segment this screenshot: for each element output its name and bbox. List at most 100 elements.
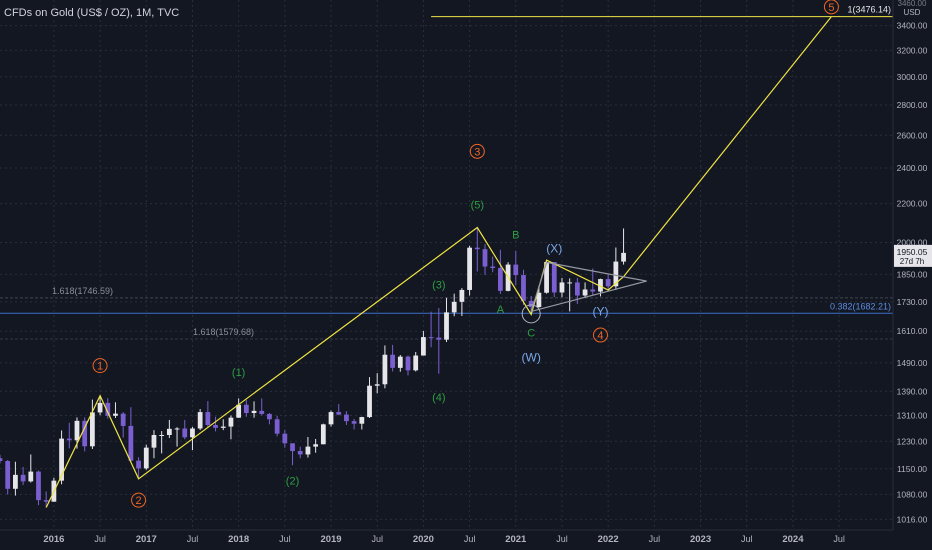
time-tick-label: 2022: [598, 534, 619, 545]
wave-label: C: [527, 327, 535, 339]
wave-label: B: [512, 229, 519, 241]
candle-body: [159, 435, 165, 437]
fib-level-label: 0.382(1682.21): [830, 301, 891, 311]
candle-body: [498, 268, 503, 291]
time-axis[interactable]: 2016 Jul 2017 Jul 2018 Jul 2019 Jul 2020 Jul 2021 J…: [0, 529, 893, 545]
time-tick-label: Jul: [741, 534, 753, 544]
candle-body: [344, 414, 349, 422]
candle-body: [467, 247, 472, 290]
price-tick-label: 2800.00: [897, 100, 928, 110]
candle-body: [290, 443, 295, 452]
fib-level-label: 1.618(1579.68): [193, 327, 254, 337]
candle-body: [336, 412, 342, 415]
wave-labels: 1 2 3 4 5 (1) (2) (3) (4) (5) A B C (X) (Y) (W): [92, 0, 839, 508]
price-axis-clipped-label: 3460.00: [898, 0, 927, 8]
time-tick-label: Jul: [833, 534, 845, 544]
candle-body: [236, 404, 242, 418]
candle-body: [613, 261, 619, 287]
wave-label: (3): [432, 279, 445, 291]
candle-body: [382, 354, 388, 385]
wave-label: 5: [828, 2, 834, 14]
candle-body: [120, 413, 126, 426]
price-tick-label: 2200.00: [897, 199, 928, 209]
candle-body: [421, 337, 426, 356]
candle-body: [551, 262, 557, 293]
candle-body: [390, 354, 395, 368]
candle-body: [13, 474, 18, 489]
candle-body: [405, 356, 411, 371]
price-tick-label: 1310.00: [897, 411, 928, 421]
candle-body: [5, 461, 11, 489]
time-tick-label: Jul: [464, 534, 476, 544]
candle-body: [351, 421, 357, 424]
candle-body: [251, 410, 257, 414]
candle-body: [182, 428, 188, 438]
price-tick-label: 1230.00: [897, 436, 928, 446]
candle-body: [536, 292, 542, 308]
candle-body: [428, 337, 434, 339]
grid: [0, 0, 893, 530]
candle-body: [590, 289, 596, 292]
candle-body: [367, 385, 372, 418]
wave-label-circle: [92, 358, 108, 374]
candle-body: [567, 282, 573, 284]
wave-label: 3: [474, 146, 480, 158]
candle-body: [59, 438, 64, 481]
candle-body: [74, 420, 80, 441]
candle-body: [513, 264, 519, 276]
fib-level-label: 1.618(1746.59): [52, 286, 113, 296]
time-tick-label: 2020: [413, 534, 434, 545]
candle-body: [482, 249, 488, 267]
time-tick-label: Jul: [279, 534, 291, 544]
fib-level-label: 1(3476.14): [847, 5, 891, 15]
candle-body: [136, 460, 141, 469]
candle-body: [36, 471, 41, 501]
time-tick-label: 2021: [505, 534, 527, 545]
candle-body: [320, 424, 326, 445]
time-tick-label: 2023: [690, 534, 711, 545]
candle-body: [621, 252, 626, 262]
price-tick-label: 2400.00: [897, 163, 928, 173]
time-tick-label: Jul: [94, 534, 106, 544]
wave-label: 2: [136, 495, 142, 507]
time-tick-label: Jul: [649, 534, 661, 544]
candle-body: [89, 412, 95, 447]
price-tick-label: 1490.00: [897, 358, 928, 368]
wave-label: (5): [471, 200, 484, 212]
candle-body: [490, 266, 496, 269]
candle-body: [190, 428, 195, 438]
candle-body: [28, 471, 34, 482]
candle-body: [297, 451, 303, 455]
chart-header: CFDs on Gold (US$ / OZ), 1M, TVC: [4, 7, 180, 19]
candle-body: [20, 474, 26, 482]
wave-label: (1): [232, 367, 245, 379]
candle-body: [128, 425, 134, 461]
candle-body: [544, 262, 549, 293]
wave-label: 4: [597, 330, 603, 342]
wave-label: (W): [522, 350, 541, 364]
price-tick-label: 3000.00: [897, 72, 928, 82]
candle-body: [259, 410, 265, 414]
candle-body: [282, 433, 288, 444]
candle-body: [274, 419, 280, 434]
candle-body: [197, 412, 203, 429]
wave-overlay: [45, 16, 832, 508]
candles: [0, 227, 626, 508]
time-tick-label: 2017: [136, 534, 157, 545]
candle-body: [105, 402, 111, 416]
wave-label: (2): [286, 475, 299, 487]
time-tick-label: 2019: [320, 534, 341, 545]
candle-body: [474, 247, 480, 250]
candle-body: [43, 500, 49, 502]
elliott-wave-path: [45, 16, 832, 508]
time-tick-label: 2018: [228, 534, 249, 545]
price-axis-background: [893, 0, 932, 550]
wave-label: (4): [432, 392, 445, 404]
price-tick-label: 1730.00: [897, 297, 928, 307]
candle-body: [574, 282, 580, 296]
price-tick-label: 1390.00: [897, 386, 928, 396]
price-tick-label: 3200.00: [897, 45, 928, 55]
